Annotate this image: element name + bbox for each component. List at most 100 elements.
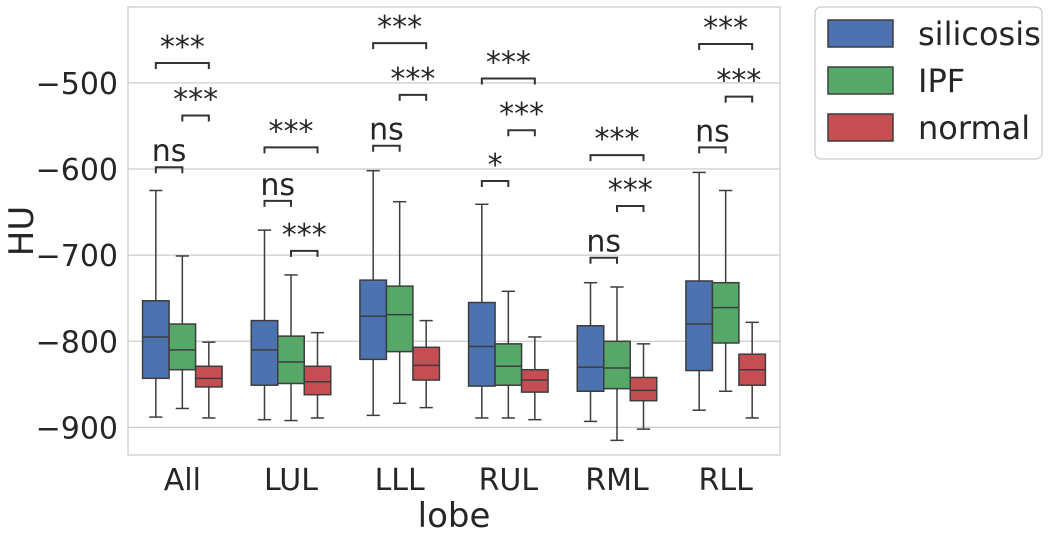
significance-label: ns [369, 113, 404, 148]
box-silicosis-RLL [685, 171, 714, 411]
box-body [141, 300, 170, 380]
bracket-line [372, 144, 401, 152]
box-body [520, 368, 549, 393]
box-body [494, 343, 523, 386]
box-normal-LUL [303, 331, 332, 419]
x-tick-labels: All LUL LLL RUL RML RLL [164, 463, 753, 498]
significance-bracket: ns [695, 114, 730, 154]
box-normal-All [194, 341, 223, 419]
bracket-line [398, 93, 428, 101]
significance-bracket: *** [154, 30, 210, 69]
significance-bracket: * [480, 148, 510, 188]
y-tick-label: −500 [36, 67, 118, 102]
box-body [685, 280, 714, 372]
x-tick-label: RUL [479, 463, 539, 498]
box-IPF-LLL [385, 200, 414, 405]
significance-label: *** [486, 46, 531, 81]
box-IPF-RLL [711, 189, 740, 392]
legend-swatch-silicosis [827, 19, 894, 48]
bracket-line [154, 62, 210, 69]
significance-bracket: *** [390, 62, 435, 101]
legend: silicosis IPF normal [814, 6, 1043, 160]
bracket-line [480, 180, 510, 188]
bracket-line [616, 205, 645, 213]
significance-bracket: *** [282, 218, 327, 257]
box-body [576, 325, 605, 392]
significance-bracket: ns [586, 225, 621, 264]
gridlines [128, 82, 780, 429]
box-body [277, 335, 305, 385]
significance-label: *** [282, 218, 327, 253]
box-IPF-LUL [277, 274, 305, 422]
significance-label: *** [269, 114, 314, 149]
box-IPF-All [168, 255, 197, 410]
box-normal-RML [629, 343, 658, 430]
significance-bracket: *** [263, 114, 319, 154]
bracket-line [724, 95, 754, 103]
significance-bracket: ns [152, 134, 186, 174]
bracket-line [290, 249, 319, 257]
significance-bracket: *** [608, 173, 653, 213]
plot-area-background [128, 7, 780, 455]
x-tick-label: RML [585, 463, 649, 498]
x-tick-label: LUL [264, 463, 318, 498]
significance-bracket: *** [372, 10, 428, 50]
y-tick-label: −700 [36, 239, 118, 274]
significance-label: *** [160, 30, 205, 65]
y-axis-title: HU [2, 206, 42, 256]
box-normal-RLL [738, 321, 767, 419]
bracket-line [589, 154, 645, 162]
significance-bracket: *** [589, 122, 645, 162]
significance-label: *** [390, 62, 435, 97]
box-body [629, 376, 658, 402]
legend-label-silicosis: silicosis [918, 15, 1041, 53]
bracket-line [154, 166, 184, 174]
box-silicosis-RUL [467, 203, 496, 419]
significance-label: ns [260, 168, 295, 203]
significance-bracket: ns [369, 113, 404, 152]
box-silicosis-LUL [250, 229, 279, 421]
box-IPF-RML [603, 286, 631, 442]
box-body [359, 279, 388, 361]
bracket-line [263, 199, 292, 207]
box-body [385, 285, 414, 353]
y-tick-labels: −500 −600 −700 −800 −900 [36, 67, 118, 447]
box-body [467, 301, 496, 387]
bracket-line [589, 256, 618, 264]
bracket-line [181, 114, 210, 122]
significance-label: *** [703, 11, 748, 46]
significance-bracket: *** [480, 46, 536, 85]
box-body [603, 340, 631, 390]
box-body [303, 365, 332, 396]
significance-label: * [488, 148, 503, 183]
plot-area [128, 7, 780, 455]
box-body [412, 346, 441, 381]
y-tick-label: −800 [36, 325, 118, 360]
bracket-line [263, 146, 319, 154]
significance-annotations: ns******ns******ns*************ns******n… [152, 10, 761, 264]
box-IPF-RUL [494, 290, 523, 419]
plot-frame [127, 6, 781, 456]
bracket-line [698, 43, 754, 51]
bracket-line [480, 77, 536, 85]
significance-label: *** [499, 97, 544, 132]
box-silicosis-LLL [359, 169, 388, 417]
significance-bracket: *** [173, 83, 218, 122]
significance-label: ns [586, 225, 621, 260]
bracket-line [698, 146, 727, 154]
x-tick-label: All [164, 463, 201, 498]
legend-label-normal: normal [918, 109, 1030, 147]
significance-bracket: *** [716, 64, 761, 103]
box-silicosis-RML [576, 281, 605, 423]
significance-bracket: *** [499, 97, 544, 137]
box-body [168, 323, 197, 371]
significance-label: *** [608, 173, 653, 208]
box-series [141, 169, 767, 442]
significance-bracket: *** [698, 11, 754, 51]
significance-label: *** [377, 10, 422, 45]
x-axis-title: lobe [418, 496, 491, 536]
bracket-line [372, 42, 428, 50]
y-tick-label: −900 [36, 411, 118, 446]
legend-label-IPF: IPF [918, 62, 965, 100]
